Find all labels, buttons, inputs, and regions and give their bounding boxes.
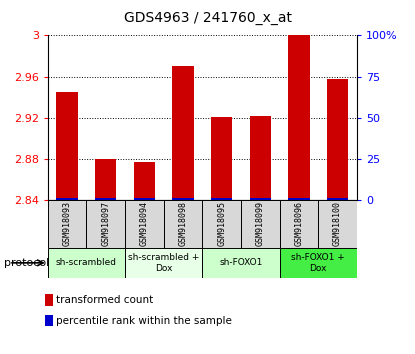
Bar xyxy=(288,35,310,200)
Bar xyxy=(241,200,280,248)
Text: GSM918096: GSM918096 xyxy=(294,201,303,246)
Bar xyxy=(211,117,232,200)
Bar xyxy=(211,198,232,200)
Text: percentile rank within the sample: percentile rank within the sample xyxy=(56,316,232,326)
Text: GSM918093: GSM918093 xyxy=(63,201,71,246)
Bar xyxy=(134,162,155,200)
Text: GSM918094: GSM918094 xyxy=(140,201,149,246)
Text: GSM918095: GSM918095 xyxy=(217,201,226,246)
Bar xyxy=(48,200,86,248)
Bar xyxy=(56,198,78,200)
Bar xyxy=(134,198,155,200)
Bar xyxy=(86,200,125,248)
Bar xyxy=(250,198,271,200)
Bar xyxy=(280,248,357,278)
Bar xyxy=(202,248,280,278)
Text: GSM918098: GSM918098 xyxy=(178,201,188,246)
Text: GSM918097: GSM918097 xyxy=(101,201,110,246)
Bar xyxy=(288,198,310,200)
Bar xyxy=(172,66,194,200)
Bar xyxy=(318,200,357,248)
Bar xyxy=(327,198,348,200)
Bar xyxy=(56,92,78,200)
Bar xyxy=(95,159,116,200)
Bar xyxy=(45,315,53,326)
Text: sh-FOXO1 +
Dox: sh-FOXO1 + Dox xyxy=(291,253,345,273)
Text: sh-scrambled: sh-scrambled xyxy=(56,258,117,267)
Bar xyxy=(250,116,271,200)
Text: protocol: protocol xyxy=(4,258,49,268)
Text: GSM918099: GSM918099 xyxy=(256,201,265,246)
Text: GSM918100: GSM918100 xyxy=(333,201,342,246)
Text: sh-scrambled +
Dox: sh-scrambled + Dox xyxy=(128,253,199,273)
Bar xyxy=(280,200,318,248)
Text: sh-FOXO1: sh-FOXO1 xyxy=(219,258,263,267)
Bar xyxy=(327,79,348,200)
Bar xyxy=(202,200,241,248)
Bar xyxy=(125,248,202,278)
Bar xyxy=(48,248,125,278)
Bar xyxy=(172,198,194,200)
Bar xyxy=(125,200,164,248)
Bar xyxy=(95,198,116,200)
Text: transformed count: transformed count xyxy=(56,295,154,305)
Text: GDS4963 / 241760_x_at: GDS4963 / 241760_x_at xyxy=(124,11,291,25)
Bar xyxy=(45,295,53,306)
Bar xyxy=(164,200,202,248)
